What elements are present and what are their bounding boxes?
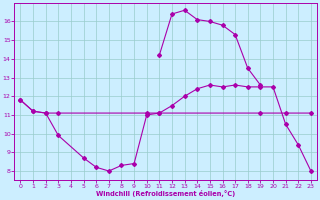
- X-axis label: Windchill (Refroidissement éolien,°C): Windchill (Refroidissement éolien,°C): [96, 190, 235, 197]
